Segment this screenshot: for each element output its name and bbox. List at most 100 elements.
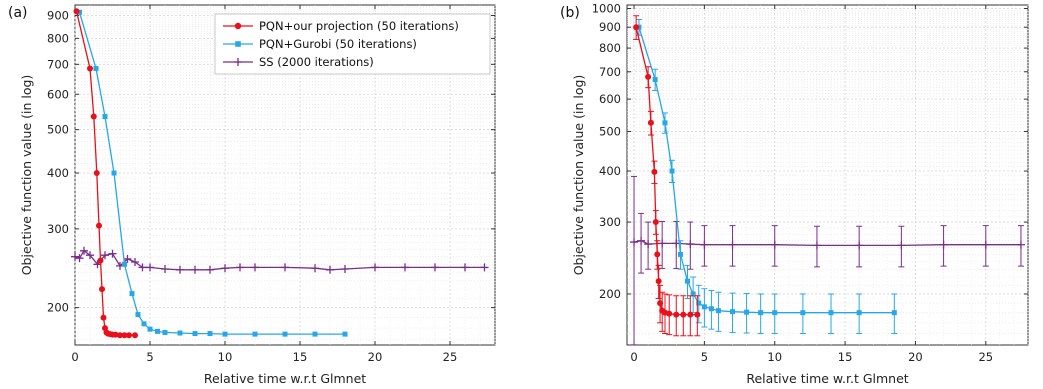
data-point bbox=[77, 9, 82, 15]
data-point bbox=[891, 310, 897, 316]
data-point bbox=[652, 219, 659, 226]
data-point bbox=[192, 331, 198, 337]
data-point bbox=[669, 168, 675, 174]
legend-marker bbox=[234, 58, 242, 66]
data-point bbox=[687, 311, 694, 318]
data-point bbox=[371, 263, 379, 272]
data-point bbox=[86, 251, 94, 260]
data-point bbox=[97, 257, 104, 264]
data-point bbox=[177, 330, 183, 336]
data-point bbox=[651, 168, 658, 175]
data-point bbox=[341, 265, 349, 274]
y-tick-label: 700 bbox=[599, 65, 621, 79]
data-point bbox=[855, 241, 864, 250]
data-point bbox=[701, 304, 707, 310]
panel-b-grid bbox=[627, 5, 1029, 345]
data-point bbox=[141, 321, 147, 327]
x-tick-label: 5 bbox=[701, 350, 708, 364]
data-point bbox=[252, 331, 258, 337]
data-point bbox=[108, 249, 117, 258]
data-point bbox=[311, 264, 319, 273]
data-point bbox=[812, 241, 821, 250]
panel-a-label: (a) bbox=[8, 5, 28, 21]
data-point bbox=[121, 332, 128, 339]
data-point bbox=[680, 311, 687, 318]
x-tick-label: 0 bbox=[630, 350, 637, 364]
y-tick-label: 500 bbox=[599, 124, 621, 138]
series-line bbox=[74, 249, 485, 271]
data-point bbox=[281, 263, 289, 272]
data-point bbox=[856, 310, 862, 316]
legend-label: SS (2000 iterations) bbox=[259, 55, 374, 69]
x-tick-label: 10 bbox=[767, 350, 782, 364]
data-point bbox=[715, 308, 721, 314]
y-tick-label: 900 bbox=[599, 20, 621, 34]
x-tick-label: 15 bbox=[293, 350, 308, 364]
data-point bbox=[112, 331, 119, 338]
data-point bbox=[401, 263, 409, 272]
data-point bbox=[772, 310, 778, 316]
legend: PQN+our projection (50 iterations) PQN+Gu… bbox=[214, 13, 491, 75]
data-point bbox=[129, 291, 135, 297]
series-square-pa bbox=[77, 9, 348, 337]
data-point bbox=[342, 331, 348, 337]
data-point bbox=[939, 240, 948, 249]
panel-b-plot: 200 300 400 500 600 700 800 900 1000 0 5 10 15 20 25 R… bbox=[560, 2, 1029, 386]
series-line bbox=[75, 11, 135, 336]
panel-b-y-axis-label: Objective function value (in log) bbox=[571, 75, 586, 276]
data-point bbox=[122, 261, 127, 267]
data-point bbox=[326, 265, 334, 274]
panel-a-y-axis-label: Objective function value (in log) bbox=[19, 75, 34, 276]
data-point bbox=[221, 264, 229, 273]
data-point bbox=[93, 170, 100, 177]
data-point bbox=[135, 312, 141, 318]
y-tick-label: 800 bbox=[599, 41, 621, 55]
data-point bbox=[155, 328, 160, 334]
data-point bbox=[191, 265, 199, 274]
data-point bbox=[897, 241, 906, 250]
panel-a-series bbox=[71, 8, 489, 339]
data-point bbox=[161, 265, 169, 274]
data-point bbox=[222, 331, 228, 337]
x-tick-label: 5 bbox=[146, 350, 153, 364]
panel-a-plot: 200 300 400 500 600 700 800 900 0 5 10 15 20 25 Relat… bbox=[8, 4, 496, 386]
data-point bbox=[80, 246, 88, 255]
series-square-pb bbox=[635, 18, 898, 335]
data-point bbox=[206, 265, 214, 274]
y-tick-label: 400 bbox=[47, 166, 69, 180]
panel-b-axes-frame bbox=[626, 4, 1029, 346]
y-tick-label: 300 bbox=[599, 215, 621, 229]
data-point bbox=[123, 254, 132, 263]
x-tick-label: 25 bbox=[443, 350, 458, 364]
panel-b-series bbox=[630, 15, 1025, 346]
legend-box bbox=[214, 13, 491, 75]
data-point bbox=[708, 306, 714, 312]
legend-label: PQN+Gurobi (50 iterations) bbox=[259, 37, 417, 51]
legend-item: PQN+our projection (50 iterations) bbox=[223, 19, 459, 33]
data-point bbox=[176, 265, 184, 274]
data-point bbox=[71, 252, 79, 261]
data-point bbox=[101, 251, 109, 260]
data-point bbox=[654, 251, 661, 258]
y-tick-label: 800 bbox=[47, 31, 69, 45]
data-point bbox=[461, 263, 469, 272]
data-point bbox=[652, 77, 658, 83]
y-tick-label: 200 bbox=[47, 301, 69, 315]
panel-b-ticks: 200 300 400 500 600 700 800 900 1000 0 5 10 15 20 25 bbox=[592, 2, 1028, 364]
data-point bbox=[99, 286, 105, 293]
data-point bbox=[685, 278, 691, 284]
panel-b-x-axis-label: Relative time w.r.t Glmnet bbox=[746, 371, 908, 386]
data-point bbox=[633, 24, 640, 31]
data-point bbox=[673, 311, 680, 318]
series-circle-pa bbox=[73, 8, 138, 339]
x-tick-label: 10 bbox=[218, 350, 233, 364]
data-point bbox=[728, 240, 737, 249]
data-point bbox=[770, 240, 779, 249]
data-point bbox=[102, 114, 108, 120]
data-point bbox=[111, 170, 117, 176]
data-point bbox=[162, 329, 168, 335]
y-tick-label: 600 bbox=[599, 92, 621, 106]
y-tick-label: 700 bbox=[47, 57, 69, 71]
y-tick-label: 1000 bbox=[592, 2, 621, 16]
